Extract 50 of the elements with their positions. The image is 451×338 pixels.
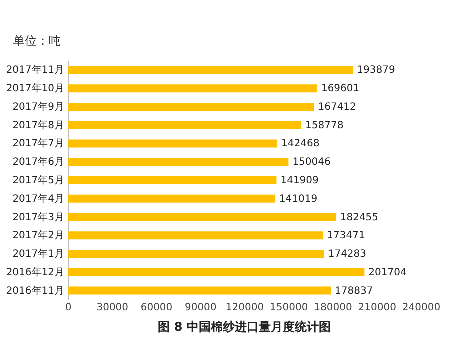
bar [68, 250, 324, 258]
y-tick-label: 2017年5月 [12, 174, 64, 186]
bar [68, 121, 302, 130]
x-tick-label: 0 [65, 302, 72, 314]
data-label: 167412 [318, 102, 356, 113]
y-tick-label: 2017年8月 [12, 119, 64, 132]
x-tick-label: 210000 [358, 302, 396, 314]
y-tick-label: 2017年2月 [12, 230, 64, 242]
data-label: 158778 [306, 120, 344, 132]
data-label: 201704 [368, 267, 407, 278]
text: 图 8 中国棉纱进口量月度统计图 [158, 320, 331, 334]
y-tick-label: 2017年3月 [12, 211, 64, 224]
bar [68, 176, 277, 184]
bar [68, 84, 318, 93]
bar [68, 66, 354, 74]
x-tick-label: 90000 [184, 302, 217, 314]
bar [68, 158, 289, 166]
y-tick-label: 2016年11月 [6, 284, 64, 297]
data-label: 141019 [279, 194, 318, 205]
data-label: 193879 [357, 65, 396, 76]
y-tick-label: 2017年9月 [12, 100, 64, 113]
y-tick-label: 2017年6月 [12, 156, 64, 168]
x-tick-label: 240000 [402, 302, 441, 314]
text: 单位：吨 [13, 34, 61, 48]
x-tick-label: 60000 [140, 302, 173, 314]
data-label: 182455 [340, 212, 379, 224]
x-tick-label: 120000 [226, 302, 264, 314]
x-tick-label: 30000 [96, 302, 129, 314]
y-tick-label: 2017年7月 [12, 138, 64, 150]
bar [68, 232, 324, 240]
data-label: 141909 [280, 176, 319, 186]
x-tick-label: 180000 [314, 302, 352, 314]
data-label: 142468 [282, 138, 320, 150]
bar [68, 213, 336, 222]
data-label: 174283 [328, 249, 367, 260]
y-tick-label: 2016年12月 [6, 266, 64, 278]
y-tick-label: 2017年10月 [6, 82, 64, 95]
bar [68, 286, 332, 295]
bar [68, 140, 278, 148]
bar [68, 102, 314, 111]
bar [68, 194, 276, 203]
x-tick-label: 150000 [270, 302, 308, 314]
data-label: 169601 [321, 84, 360, 95]
bar [68, 268, 365, 276]
y-tick-label: 2017年11月 [6, 64, 64, 76]
y-tick-label: 2017年1月 [12, 248, 64, 260]
data-label: 173471 [327, 230, 366, 242]
data-label: 150046 [292, 157, 331, 168]
data-label: 178837 [335, 286, 374, 297]
y-tick-label: 2017年4月 [12, 192, 64, 205]
